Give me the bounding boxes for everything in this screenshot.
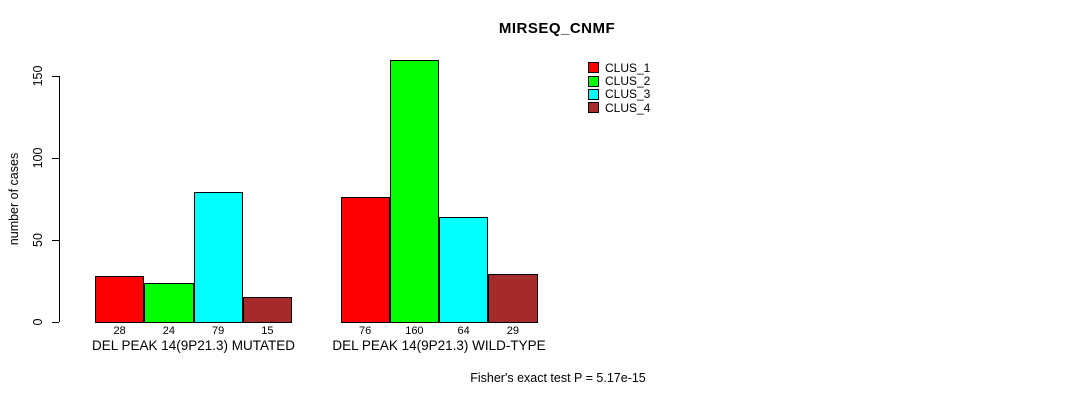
bar-value-label: 76: [359, 325, 372, 337]
legend-item: CLUS_2: [588, 74, 650, 87]
legend-swatch: [588, 62, 599, 74]
bar-value-label: 15: [261, 325, 274, 337]
y-tick-label: 150: [31, 65, 45, 87]
y-tick-label: 50: [31, 233, 45, 247]
bar: [95, 276, 145, 323]
y-tick: [52, 322, 59, 323]
legend-label: CLUS_3: [605, 87, 651, 102]
y-tick: [52, 240, 59, 241]
bar-value-label: 160: [405, 325, 424, 337]
bar-value-label: 29: [506, 325, 519, 337]
legend: CLUS_1 CLUS_2 CLUS_3 CLUS_4: [588, 61, 650, 115]
legend-label: CLUS_2: [605, 74, 651, 89]
x-group-label: DEL PEAK 14(9P21.3) MUTATED: [91, 338, 296, 353]
y-tick: [52, 76, 59, 77]
bar-value-label: 28: [113, 325, 126, 337]
bar-value-label: 24: [162, 325, 175, 337]
chart-title: MIRSEQ_CNMF: [498, 20, 616, 37]
bar: [144, 282, 194, 323]
legend-label: CLUS_4: [605, 100, 651, 115]
legend-swatch: [588, 88, 599, 100]
fisher-test-annotation: Fisher's exact test P = 5.17e-15: [470, 371, 646, 385]
y-tick-label: 100: [31, 147, 45, 169]
bar: [488, 274, 538, 323]
bar-value-label: 79: [212, 325, 225, 337]
legend-item: CLUS_4: [588, 101, 650, 114]
bar: [389, 59, 439, 323]
bar: [193, 192, 243, 323]
bar: [439, 217, 489, 323]
legend-item: CLUS_3: [588, 88, 650, 101]
legend-item: CLUS_1: [588, 61, 650, 74]
legend-swatch: [588, 75, 599, 87]
y-tick-label: 0: [31, 318, 45, 326]
y-tick: [52, 158, 59, 159]
y-axis-line: [59, 76, 60, 322]
bar: [340, 197, 390, 323]
bar-value-label: 64: [457, 325, 470, 337]
x-group-label: DEL PEAK 14(9P21.3) WILD-TYPE: [332, 338, 546, 353]
legend-swatch: [588, 102, 599, 114]
legend-label: CLUS_1: [605, 60, 651, 75]
y-axis-label: number of cases: [7, 152, 21, 246]
bar: [242, 297, 292, 323]
